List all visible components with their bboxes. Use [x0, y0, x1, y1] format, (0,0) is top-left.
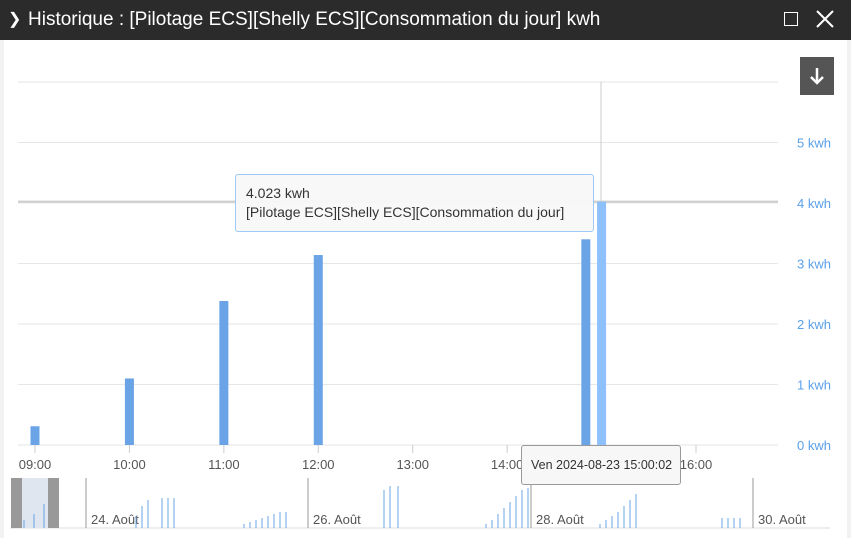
- x-tick-label: 12:00: [302, 457, 335, 472]
- chart-panel: [4, 40, 847, 538]
- x-tick-label: 10:00: [113, 457, 146, 472]
- y-tick-label: 4 kwh: [797, 196, 831, 211]
- window-titlebar: ❯ Historique : [Pilotage ECS][Shelly ECS…: [0, 0, 851, 40]
- chart-bar: [313, 255, 323, 445]
- chart-bar: [597, 201, 607, 445]
- navigator-handle-left: [11, 478, 22, 528]
- y-tick-label: 3 kwh: [797, 257, 831, 272]
- crosshair-time-label: Ven 2024-08-23 15:00:02: [521, 445, 681, 485]
- y-tick-label: 2 kwh: [797, 317, 831, 332]
- x-tick-label: 14:00: [491, 457, 524, 472]
- window-title: Historique : [Pilotage ECS][Shelly ECS][…: [28, 9, 601, 30]
- chevron-right-icon[interactable]: ❯: [8, 11, 22, 28]
- maximize-icon[interactable]: [784, 12, 798, 26]
- x-tick-label: 09:00: [19, 457, 52, 472]
- chart-bars: [30, 201, 607, 445]
- y-tick-label: 0 kwh: [797, 438, 831, 453]
- tooltip-series: [Pilotage ECS][Shelly ECS][Consommation …: [246, 204, 565, 220]
- chart-bar: [30, 426, 40, 445]
- navigator-label: 28. Août: [536, 512, 584, 527]
- close-icon[interactable]: [814, 8, 836, 30]
- navigator-selection: [20, 478, 50, 528]
- tooltip-value: 4.023 kwh: [246, 185, 310, 201]
- y-tick-label: 1 kwh: [797, 378, 831, 393]
- y-axis-labels: 0 kwh 1 kwh 2 kwh 3 kwh 4 kwh 5 kwh: [797, 136, 831, 454]
- crosshair-time-text: Ven 2024-08-23 15:00:02: [531, 458, 673, 472]
- navigator: 24. Août 26. Août 28. Août 30. Août: [10, 478, 830, 529]
- y-tick-label: 5 kwh: [797, 136, 831, 151]
- x-tick-label: 16:00: [680, 457, 713, 472]
- chart-bar: [581, 239, 591, 445]
- download-arrow-icon: [810, 68, 824, 85]
- chart-tooltip: 4.023 kwh [Pilotage ECS][Shelly ECS][Con…: [235, 174, 594, 232]
- navigator-label: 24. Août: [91, 512, 139, 527]
- navigator-label: 26. Août: [313, 512, 361, 527]
- chart-bar: [219, 301, 229, 445]
- x-tick-label: 11:00: [208, 457, 240, 472]
- navigator-label: 30. Août: [758, 512, 806, 527]
- navigator-handle-right: [48, 478, 59, 528]
- x-tick-label: 13:00: [396, 457, 429, 472]
- export-button[interactable]: [800, 57, 834, 95]
- chart-bar: [124, 378, 134, 445]
